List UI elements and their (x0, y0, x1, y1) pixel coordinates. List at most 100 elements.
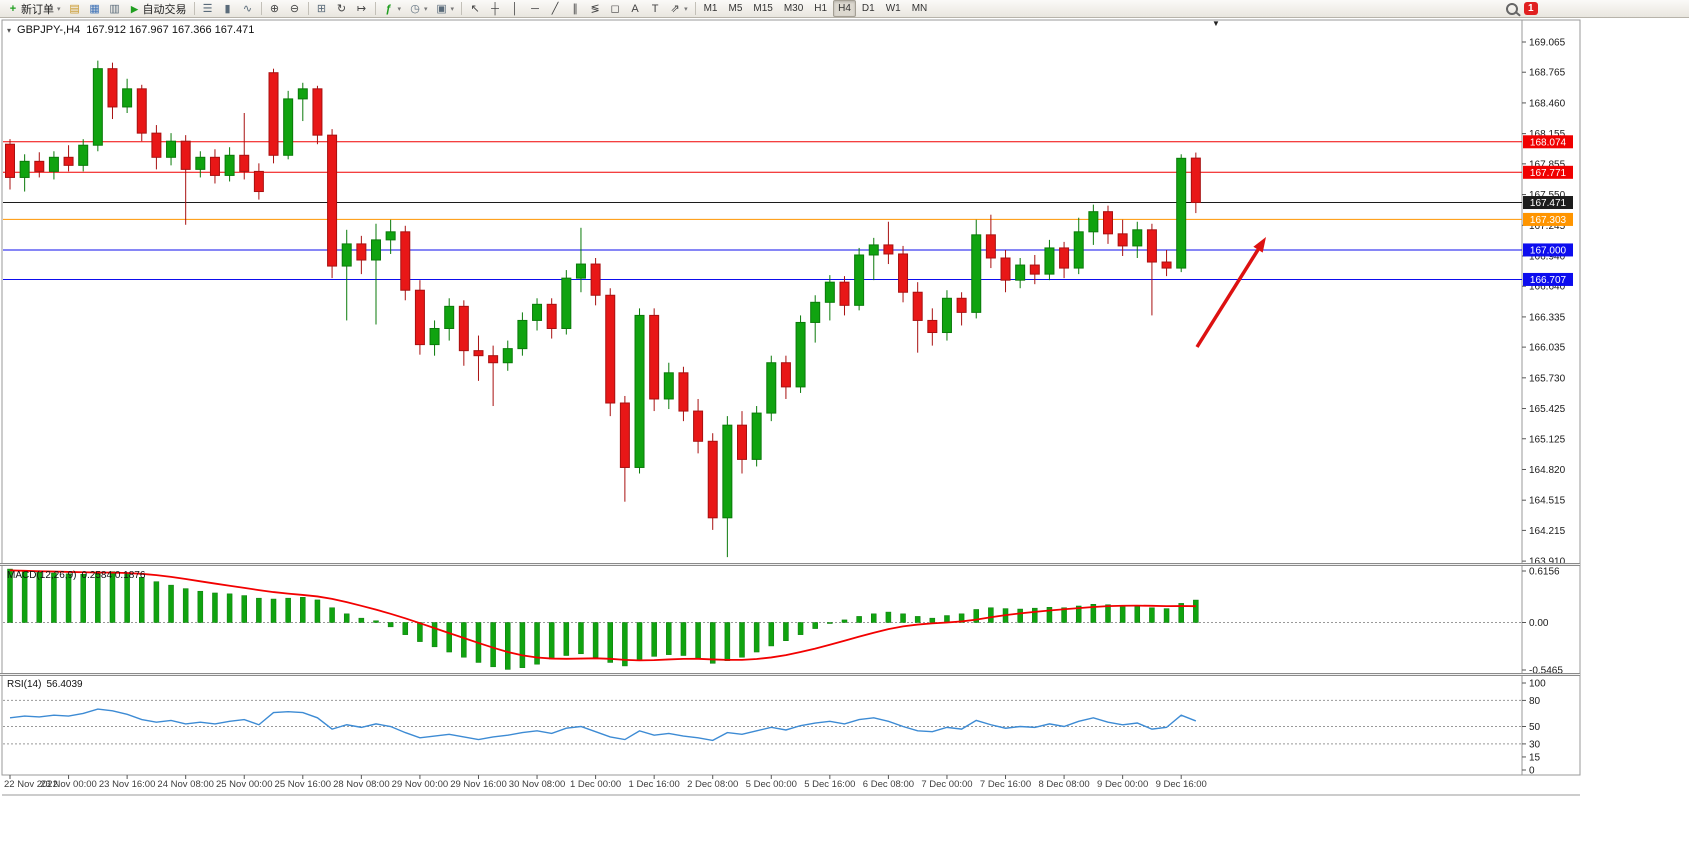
tile-windows-button[interactable]: ⊞ (312, 0, 332, 18)
shapes-tool-button[interactable]: ◻ (605, 0, 625, 18)
auto-scroll-button[interactable]: ↻ (332, 0, 352, 18)
candlestick-chart-button[interactable]: ▮ (218, 0, 238, 18)
svg-text:167.245: 167.245 (1529, 221, 1566, 232)
time-label: 1 Dec 16:00 (629, 779, 680, 790)
cursor-icon: ↖ (470, 2, 480, 15)
timeframe-M15[interactable]: M15 (753, 3, 773, 14)
trendline-icon: ╱ (551, 2, 559, 15)
timeframe-D1[interactable]: D1 (861, 3, 875, 14)
collapse-icon[interactable]: ▾ (7, 25, 12, 35)
timeframe-H4[interactable]: H4 (833, 0, 856, 17)
market-watch-button[interactable]: ▦ (85, 0, 105, 18)
indicators-button[interactable]: ƒ ▾ (379, 0, 406, 18)
macd-name: MACD(12,26,9) (7, 570, 77, 581)
vertical-line-tool-button[interactable]: │ (505, 0, 525, 18)
time-label: 30 Nov 08:00 (509, 779, 566, 790)
new-order-icon: + (9, 2, 17, 15)
timeframe-group: M1 M5 M15 M30 H1 H4 D1 W1 MN (699, 0, 933, 17)
timeframe-W1[interactable]: W1 (885, 3, 901, 14)
clock-icon: ◷ (410, 2, 420, 15)
fibonacci-tool-button[interactable]: ≶ (585, 0, 605, 18)
trendline-tool-button[interactable]: ╱ (545, 0, 565, 18)
time-label: 29 Nov 16:00 (450, 779, 507, 790)
search-icon[interactable] (1506, 2, 1518, 15)
time-label: 2 Dec 08:00 (687, 779, 738, 790)
rsi-name: RSI(14) (7, 679, 42, 690)
timeframe-MN[interactable]: MN (911, 3, 928, 14)
notification-badge[interactable]: 1 (1524, 2, 1538, 15)
time-label: 24 Nov 08:00 (157, 779, 214, 790)
zoom-in-button[interactable]: ⊕ (265, 0, 285, 18)
price-tag-167.471: 167.471 (1530, 198, 1567, 209)
chart-shift-button[interactable]: ↦ (352, 0, 372, 18)
svg-text:80: 80 (1529, 696, 1541, 707)
chart-shift-marker[interactable]: ▼ (1212, 19, 1220, 28)
line-chart-button[interactable]: ∿ (238, 0, 258, 18)
channel-tool-button[interactable]: ∥ (565, 0, 585, 18)
pane-divider-rsi[interactable] (0, 673, 1580, 676)
rsi-label: RSI(14) 56.4039 (7, 679, 83, 690)
periods-button[interactable]: ◷ ▾ (405, 0, 432, 18)
text-label-icon: T (651, 2, 659, 15)
time-label: 22 Nov 2022 (4, 779, 58, 790)
macd-values: 0.2584 0.1876 (81, 570, 146, 581)
navigator-button[interactable]: ▥ (105, 0, 125, 18)
time-label: 7 Dec 16:00 (980, 779, 1031, 790)
svg-text:15: 15 (1529, 752, 1541, 763)
crosshair-icon: ┼ (491, 2, 499, 15)
zoom-out-button[interactable]: ⊖ (285, 0, 305, 18)
svg-text:165.125: 165.125 (1529, 434, 1566, 445)
svg-text:163.910: 163.910 (1529, 557, 1566, 568)
svg-text:166.335: 166.335 (1529, 312, 1566, 323)
svg-text:50: 50 (1529, 722, 1541, 733)
arrows-tool-button[interactable]: ⇗ ▾ (665, 0, 692, 18)
svg-text:30: 30 (1529, 739, 1541, 750)
crosshair-tool-button[interactable]: ┼ (485, 0, 505, 18)
indicators-icon: ƒ (385, 2, 392, 15)
autotrading-button[interactable]: ▶ 自动交易 (125, 0, 191, 18)
cursor-tool-button[interactable]: ↖ (465, 0, 485, 18)
timeframe-M30[interactable]: M30 (783, 3, 804, 14)
svg-text:168.765: 168.765 (1529, 68, 1566, 79)
svg-text:168.460: 168.460 (1529, 98, 1566, 109)
auto-scroll-icon: ↻ (336, 2, 347, 15)
horizontal-line-tool-button[interactable]: ─ (525, 0, 545, 18)
fibonacci-icon: ≶ (590, 2, 600, 15)
templates-button[interactable]: ▣ ▾ (432, 0, 459, 18)
svg-text:167.855: 167.855 (1529, 159, 1566, 170)
chart-canvas[interactable]: 169.065 168.765 168.460 168.155 167.855 167.5… (0, 18, 1689, 857)
timeframe-M5[interactable]: M5 (728, 3, 743, 14)
arrow-annotation[interactable] (1195, 237, 1266, 348)
svg-text:-0.5465: -0.5465 (1529, 665, 1563, 676)
svg-text:164.820: 164.820 (1529, 465, 1566, 476)
new-order-button[interactable]: + 新订单 ▾ (3, 0, 65, 18)
pane-divider-macd[interactable] (0, 563, 1580, 566)
timeframe-M1[interactable]: M1 (703, 3, 718, 14)
toolbar: + 新订单 ▾ ▤ ▦ ▥ ▶ 自动交易 ☰ ▮ ∿ ⊕ ⊖ ⊞ ↻ ↦ ƒ ▾… (0, 0, 1689, 18)
bar-chart-button[interactable]: ☰ (198, 0, 218, 18)
time-label: 23 Nov 00:00 (40, 779, 97, 790)
time-label: 5 Dec 00:00 (746, 779, 797, 790)
svg-text:0.6156: 0.6156 (1529, 567, 1560, 578)
macd-label: MACD(12,26,9) 0.2584 0.1876 (7, 570, 145, 581)
svg-text:165.730: 165.730 (1529, 373, 1566, 384)
price-axis: 169.065 168.765 168.460 168.155 167.855 167.5… (1522, 38, 1566, 568)
charts-button[interactable]: ▤ (65, 0, 85, 18)
chevron-down-icon: ▾ (424, 5, 428, 13)
shapes-icon: ◻ (610, 2, 620, 15)
new-order-label: 新订单 (21, 3, 54, 16)
timeframe-H1[interactable]: H1 (814, 3, 828, 14)
toolbar-separator (193, 2, 195, 15)
ohlc-values: 167.912 167.967 167.366 167.471 (86, 24, 255, 36)
svg-text:165.425: 165.425 (1529, 404, 1566, 415)
text-tool-button[interactable]: A (625, 0, 645, 18)
svg-text:169.065: 169.065 (1529, 38, 1566, 49)
text-label-tool-button[interactable]: T (645, 0, 665, 18)
navigator-icon: ▥ (109, 2, 120, 15)
toolbar-separator (260, 2, 262, 15)
chevron-down-icon: ▾ (684, 5, 688, 13)
toolbar-separator (307, 2, 309, 15)
price-tag-166.707: 166.707 (1530, 275, 1567, 286)
